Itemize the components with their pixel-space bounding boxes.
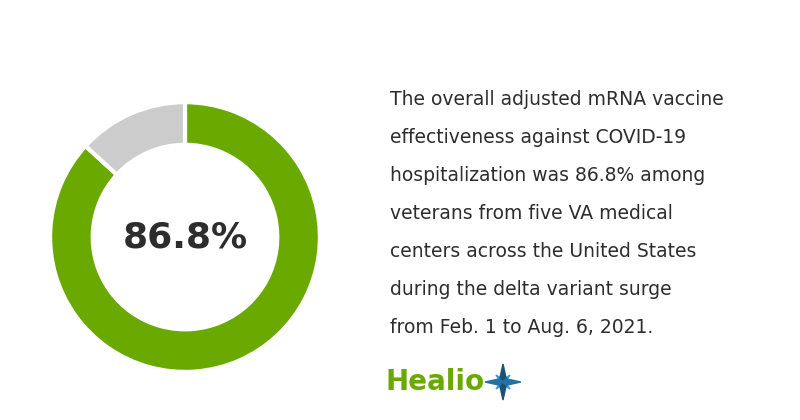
- Text: effectiveness against COVID-19: effectiveness against COVID-19: [390, 128, 686, 147]
- Text: hospitalization was 86.8% among: hospitalization was 86.8% among: [390, 166, 706, 185]
- Text: during the delta variant surge: during the delta variant surge: [390, 280, 672, 299]
- Polygon shape: [496, 382, 503, 389]
- Polygon shape: [503, 375, 510, 382]
- Polygon shape: [503, 379, 521, 385]
- Wedge shape: [50, 102, 320, 372]
- Text: from Feb. 1 to Aug. 6, 2021.: from Feb. 1 to Aug. 6, 2021.: [390, 318, 654, 337]
- Text: Morbidity and Mortality Weekly Report: Morbidity and Mortality Weekly Report: [252, 23, 709, 42]
- Text: centers across the United States: centers across the United States: [390, 242, 696, 261]
- Text: veterans from five VA medical: veterans from five VA medical: [390, 204, 673, 223]
- Text: data:: data:: [618, 23, 686, 42]
- Polygon shape: [485, 379, 503, 385]
- Text: According to: According to: [118, 23, 274, 42]
- Polygon shape: [500, 364, 506, 382]
- Text: 86.8%: 86.8%: [122, 220, 247, 254]
- Polygon shape: [500, 382, 506, 400]
- Text: The overall adjusted mRNA vaccine: The overall adjusted mRNA vaccine: [390, 90, 724, 109]
- Polygon shape: [503, 382, 510, 389]
- Polygon shape: [496, 375, 503, 382]
- Wedge shape: [86, 102, 185, 175]
- Text: Healio: Healio: [385, 368, 484, 396]
